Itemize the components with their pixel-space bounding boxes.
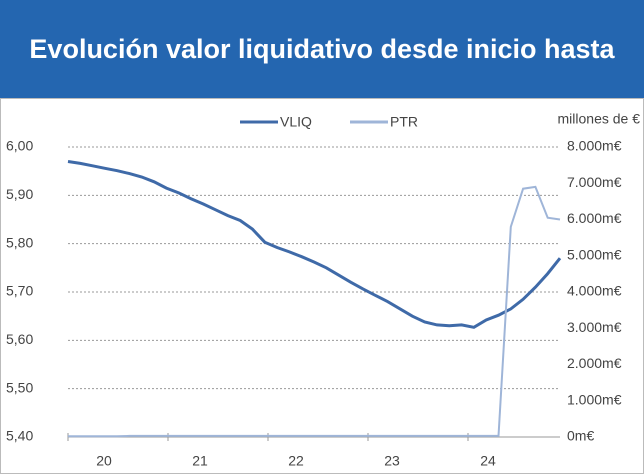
legend-label: PTR xyxy=(390,114,418,130)
x-tick-label: 22 xyxy=(288,453,304,469)
y2-axis-label: millones de € xyxy=(558,111,641,127)
y-tick-label: 5,40 xyxy=(6,428,33,444)
legend-label: VLIQ xyxy=(280,114,312,130)
y2-tick-label: 2.000m€ xyxy=(567,355,622,371)
chart-title: Evolución valor liquidativo desde inicio… xyxy=(29,34,615,64)
x-tick-label: 24 xyxy=(480,453,496,469)
y2-tick-label: 4.000m€ xyxy=(567,283,622,299)
y-tick-label: 5,60 xyxy=(6,331,33,347)
y-tick-label: 5,50 xyxy=(6,379,33,395)
x-tick-label: 21 xyxy=(192,453,208,469)
y2-tick-label: 8.000m€ xyxy=(567,138,622,154)
x-tick-label: 20 xyxy=(96,453,112,469)
y-tick-label: 6,00 xyxy=(6,138,33,154)
x-tick-label: 23 xyxy=(384,453,400,469)
y2-tick-label: 7.000m€ xyxy=(567,174,622,190)
chart: millones de € 5,40 5,50 5,60 5,70 5,80 5,90 6,… xyxy=(0,98,644,474)
header: Evolución valor liquidativo desde inicio… xyxy=(0,0,644,98)
y2-tick-label: 1.000m€ xyxy=(567,391,622,407)
line-series xyxy=(68,185,561,438)
y2-tick-label: 5.000m€ xyxy=(567,246,622,262)
y-tick-label: 5,80 xyxy=(6,234,33,250)
y-tick-label: 5,70 xyxy=(6,283,33,299)
y2-tick-label: 3.000m€ xyxy=(567,319,622,335)
y2-tick-label: 6.000m€ xyxy=(567,210,622,226)
line-series xyxy=(67,160,562,329)
frame xyxy=(0,98,644,474)
y-tick-label: 5,90 xyxy=(6,186,33,202)
y2-tick-label: 0m€ xyxy=(567,428,594,444)
